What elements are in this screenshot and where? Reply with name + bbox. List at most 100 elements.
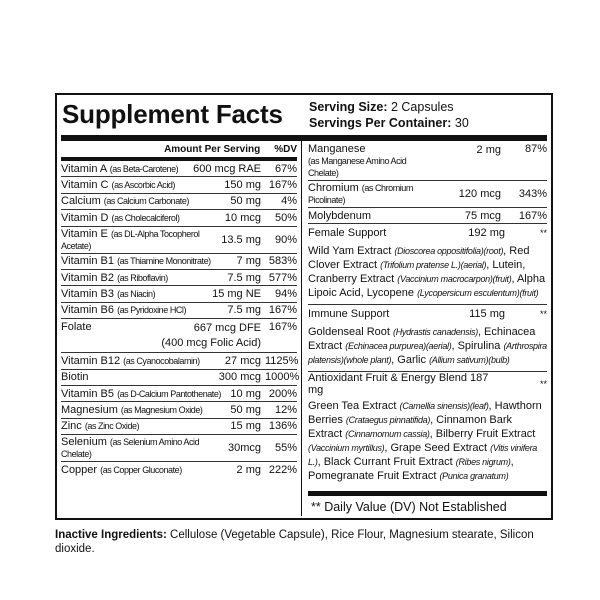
- nutrient-source: (as Thiamine Mononitrate): [117, 256, 211, 267]
- daily-value: 67%: [274, 162, 297, 175]
- nutrient-name: Selenium (as Selenium Amino Acid Chelate…: [61, 436, 225, 460]
- ingredient-latin-name: (Vaccinium myrtillus): [308, 443, 385, 454]
- ingredient: , Grape Seed Extract: [384, 442, 491, 455]
- amount: 667 mcg DFE (400 mcg Folic Acid): [158, 321, 265, 351]
- nutrient-label: Vitamin B2: [61, 271, 114, 284]
- nutrient-name: Calcium (as Calcium Carbonate): [61, 195, 227, 207]
- blend-dv: **: [539, 308, 547, 319]
- nutrient-label: Vitamin E: [61, 227, 108, 240]
- table-row: Vitamin B1 (as Thiamine Mononitrate) 7 mg…: [61, 254, 297, 270]
- ingredient: , Hawthorn Berries: [308, 400, 542, 427]
- ingredient: , Echinacea Extract: [308, 326, 536, 353]
- amount-value: 2 mg: [476, 144, 501, 156]
- nutrient-label: Vitamin B5: [61, 387, 114, 400]
- ingredient: , Lutein, Cranberry Extract: [308, 259, 526, 286]
- table-row: Calcium (as Calcium Carbonate) 50 mg 4%: [61, 194, 297, 211]
- nutrient-label: Manganese: [308, 143, 366, 155]
- inactive-ingredients: Inactive Ingredients: Cellulose (Vegetab…: [55, 528, 553, 556]
- table-row: Vitamin B12 (as Cyanocobalamin) 27 mcg 112…: [61, 353, 298, 370]
- nutrient-source: (as Calcium Carbonate): [103, 196, 190, 207]
- nutrient-label: Vitamin D: [61, 211, 109, 224]
- nutrient-label: Vitamin A: [61, 162, 107, 175]
- blend-name: Immune Support: [308, 307, 390, 320]
- amount-value: 120 mcg: [458, 188, 501, 200]
- nutrient-label: Copper: [61, 464, 98, 477]
- nutrient-label: Chromium: [308, 182, 359, 194]
- nutrient-name: Copper (as Copper Gluconate): [61, 464, 234, 476]
- nutrient-name: Zinc (as Zinc Oxide): [61, 420, 227, 432]
- amount-header: Amount Per Serving: [164, 143, 261, 155]
- daily-value: 87%: [524, 143, 547, 155]
- amount-value: 300 mcg: [218, 371, 261, 384]
- inactive-list: Cellulose (Vegetable Capsule), Rice Flou…: [55, 529, 534, 556]
- servings-per-container: 30: [454, 116, 469, 130]
- daily-value: 167%: [268, 321, 297, 334]
- nutrient-label: Vitamin B6: [61, 304, 114, 317]
- nutrient-source: (as D-Calcium Pantothenate): [117, 388, 221, 399]
- ingredient: , Alpha Lipoic Acid, Lycopene: [308, 273, 546, 300]
- divider-bar: [308, 491, 547, 497]
- right-rows: Manganese (as Manganese Amino Acid Chelat…: [308, 141, 547, 225]
- ingredient-latin-name: (Camellia sinensis)(leaf): [399, 401, 489, 412]
- blend-amount: 192 mg: [468, 226, 505, 239]
- table-header: Amount Per Serving %DV: [61, 141, 297, 161]
- blend-ingredients: Wild Yam Extract (Dioscorea oppositifoli…: [308, 241, 547, 306]
- nutrient-name: Vitamin B12 (as Cyanocobalamin): [61, 355, 222, 367]
- table-row: Vitamin C (as Ascorbic Acid) 150 mg 167%: [61, 177, 297, 194]
- daily-value: 222%: [268, 464, 297, 477]
- daily-value: 12%: [274, 403, 297, 416]
- amount: 120 mcg: [438, 188, 505, 200]
- amount: 300 mcg: [216, 371, 265, 383]
- daily-value: 4%: [281, 195, 297, 208]
- nutrient-source: (as Selenium Amino Acid Chelate): [61, 437, 200, 460]
- amount-value: 10 mg: [230, 387, 261, 400]
- panel-columns: Amount Per Serving %DV Vitamin A (as Beta…: [57, 141, 551, 518]
- table-row: Vitamin B5 (as D-Calcium Pantothenate) 10…: [61, 386, 297, 403]
- blend-ingredients: Goldenseal Root (Hydrastis canadensis), …: [308, 322, 547, 373]
- ingredient-latin-name: (Ribes nigrum): [455, 457, 511, 468]
- servings-label: Servings Per Container:: [309, 116, 452, 130]
- nutrient-name: Vitamin D (as Cholecalciferol): [61, 212, 222, 224]
- table-row: Copper (as Copper Gluconate) 2 mg 222%: [61, 462, 297, 478]
- amount-value: 667 mcg DFE: [193, 322, 261, 335]
- amount: 2 mg: [438, 143, 505, 158]
- ingredient-latin-name: (Cinnamomum cassia): [345, 429, 430, 440]
- divider-bar: [61, 135, 547, 141]
- nutrient-label: Vitamin B1: [61, 255, 114, 268]
- nutrient-label: Biotin: [61, 371, 89, 384]
- amount: 150 mg: [221, 179, 265, 191]
- serving-size: 2 Capsules: [390, 100, 454, 114]
- inactive-label: Inactive Ingredients:: [55, 529, 167, 542]
- nutrient-name: Vitamin B2 (as Riboflavin): [61, 272, 224, 284]
- nutrient-name: Biotin: [61, 371, 216, 383]
- nutrient-name: Vitamin B5 (as D-Calcium Pantothenate): [61, 388, 227, 400]
- nutrient-name: Vitamin C (as Ascorbic Acid): [61, 179, 221, 191]
- amount: 30mcg: [225, 442, 265, 454]
- ingredient: Goldenseal Root: [308, 326, 393, 339]
- nutrient-name: Vitamin B6 (as Pyridoxine HCl): [61, 304, 224, 316]
- table-row: Zinc (as Zinc Oxide) 15 mg 136%: [61, 419, 297, 436]
- amount-value: 2 mg: [236, 464, 261, 477]
- ingredient-latin-name: (Trifolium pratense L.)(aerial): [380, 260, 487, 271]
- panel-header: Supplement Facts Serving Size: 2 Capsule…: [57, 95, 551, 135]
- daily-value: 343%: [518, 188, 547, 200]
- nutrient-label: Folate: [61, 321, 92, 334]
- amount-value: 27 mcg: [224, 354, 261, 367]
- nutrient-label: Vitamin C: [61, 179, 109, 192]
- blend-dv: **: [539, 227, 547, 238]
- nutrient-source: (as Cyanocobalamin): [123, 355, 200, 366]
- blend-header: Female Support 192 mg **: [308, 224, 547, 241]
- daily-value: 1000%: [265, 371, 300, 384]
- nutrient-label: Vitamin B12: [61, 354, 121, 367]
- ingredient: , Black Currant Fruit Extract: [317, 456, 456, 469]
- ingredient-latin-name: (Echinacea purpurea)(aerial): [345, 341, 452, 352]
- nutrient-label: Magnesium: [61, 403, 118, 416]
- nutrient-source: (as Pyridoxine HCl): [117, 305, 187, 316]
- amount-value: 50 mg: [230, 195, 261, 208]
- nutrient-source: (as Magnesium Oxide): [120, 404, 203, 415]
- blend-name: Antioxidant Fruit & Energy Blend 187 mg: [308, 372, 489, 397]
- table-row: Selenium (as Selenium Amino Acid Chelate…: [61, 435, 297, 463]
- amount: 75 mcg: [438, 210, 505, 222]
- label-wrapper: Supplement Facts Serving Size: 2 Capsule…: [55, 93, 553, 556]
- ingredient: , Garlic: [391, 354, 430, 367]
